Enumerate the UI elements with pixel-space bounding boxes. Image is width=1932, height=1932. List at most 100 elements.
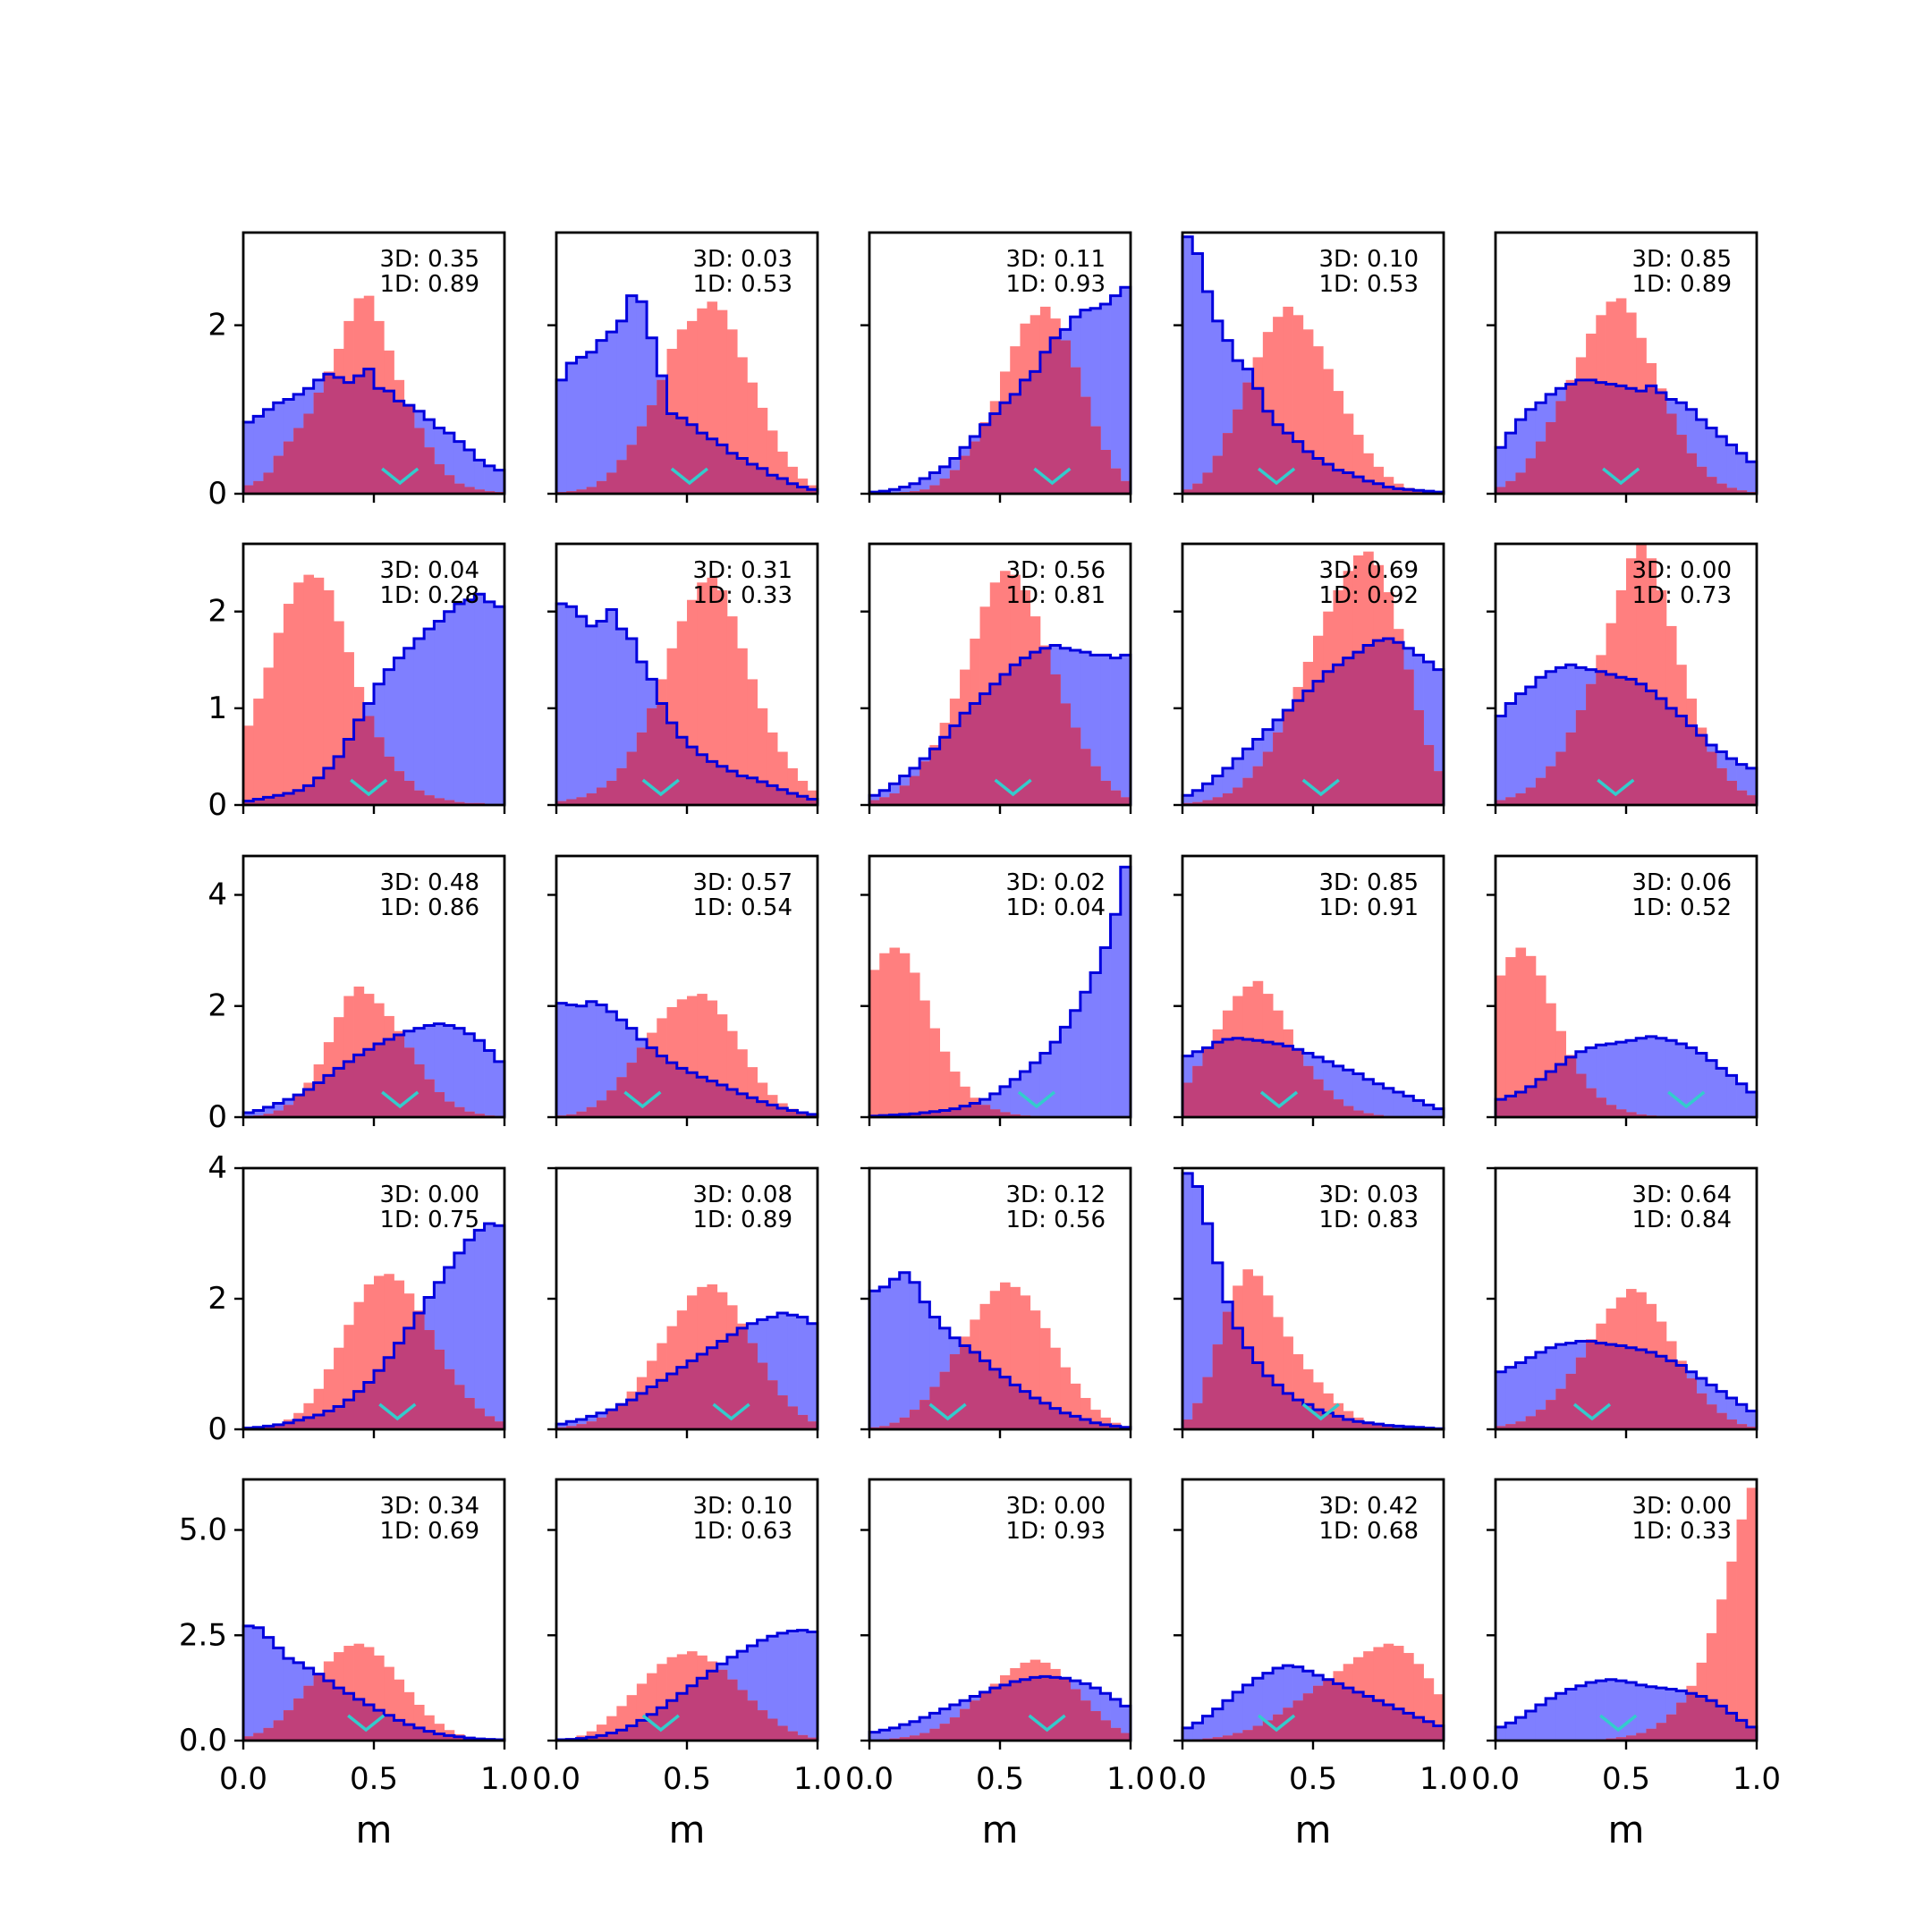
red-bar: [879, 953, 890, 1117]
overlap-bar: [939, 479, 951, 494]
overlap-bar: [283, 441, 294, 494]
overlap-bar: [989, 1688, 1001, 1741]
overlap-bar: [353, 719, 365, 805]
blue-bar: [1656, 1688, 1667, 1741]
score-line: 3D: 0.85: [1319, 869, 1419, 896]
red-bar: [1505, 957, 1516, 1117]
overlap-bar: [403, 405, 415, 494]
overlap-bar: [919, 761, 930, 805]
overlap-bar: [757, 1362, 768, 1429]
overlap-bar: [1525, 1416, 1537, 1429]
blue-bar: [1496, 1371, 1506, 1429]
red-bar: [807, 790, 818, 805]
blue-bar: [1273, 1667, 1284, 1741]
overlap-bar: [576, 1424, 588, 1429]
blue-bar: [1383, 1088, 1394, 1117]
overlap-bar: [343, 382, 354, 494]
blue-bar: [1615, 1681, 1627, 1741]
score-annotation: 3D: 0.03 1D: 0.83: [1319, 1182, 1419, 1233]
overlap-bar: [636, 1047, 648, 1117]
x-tick-label: 1.0: [1419, 1761, 1468, 1797]
overlap-bar: [1030, 371, 1041, 494]
overlap-bar: [1383, 638, 1394, 805]
overlap-bar: [1192, 801, 1203, 805]
blue-bar: [1665, 1040, 1677, 1117]
overlap-bar: [989, 413, 1001, 494]
score-line: 3D: 0.12: [1006, 1182, 1106, 1208]
blue-bar: [1596, 1045, 1606, 1117]
overlap-bar: [797, 1414, 809, 1429]
mean-marker: [994, 778, 1032, 797]
blue-bar: [1192, 790, 1203, 805]
overlap-bar: [1565, 732, 1577, 805]
overlap-bar: [606, 472, 617, 494]
overlap-bar: [1020, 657, 1031, 805]
overlap-bar: [1676, 435, 1687, 494]
overlap-bar: [1686, 1693, 1698, 1741]
red-bar: [737, 1049, 748, 1117]
blue-bar: [1120, 655, 1131, 805]
blue-bar: [929, 1713, 941, 1741]
overlap-bar: [293, 790, 304, 805]
overlap-bar: [1555, 1063, 1567, 1117]
blue-bar: [1505, 703, 1516, 805]
score-annotation: 3D: 0.57 1D: 0.54: [693, 869, 792, 921]
blue-step-line: [868, 865, 1132, 1118]
overlap-bar: [1242, 1730, 1254, 1741]
score-line: 1D: 0.75: [380, 1207, 479, 1233]
red-bar: [374, 1655, 385, 1741]
red-bar: [334, 621, 344, 805]
overlap-bar: [384, 1039, 394, 1117]
overlap-bar: [1202, 1377, 1214, 1429]
mean-marker: [350, 778, 388, 797]
overlap-bar: [1496, 800, 1506, 805]
overlap-bar: [1222, 1039, 1233, 1117]
overlap-bar: [960, 1106, 970, 1117]
overlap-bar: [253, 799, 264, 805]
blue-bar: [626, 638, 638, 805]
red-bar: [1000, 1282, 1011, 1429]
blue-bar: [1202, 784, 1214, 805]
x-axis-label: m: [669, 1808, 706, 1852]
blue-step-line: [242, 368, 506, 494]
overlap-bar: [1050, 1408, 1061, 1429]
overlap-bar: [1050, 337, 1061, 494]
blue-step-line: [242, 1624, 506, 1741]
overlap-bar: [767, 475, 778, 494]
blue-bar: [464, 450, 475, 494]
overlap-bar: [334, 1688, 344, 1741]
overlap-bar: [687, 424, 698, 494]
overlap-bar: [403, 1327, 415, 1429]
blue-bar: [263, 1637, 275, 1741]
blue-bar: [1182, 236, 1193, 494]
overlap-bar: [1010, 1114, 1021, 1117]
blue-bar: [1233, 758, 1243, 805]
red-bar: [777, 751, 788, 805]
overlap-bar: [1292, 1049, 1304, 1117]
blue-bar: [1413, 1100, 1424, 1117]
x-tick-label: 0.0: [532, 1761, 580, 1797]
score-line: 3D: 0.69: [1319, 557, 1419, 584]
overlap-bar: [453, 483, 465, 494]
score-line: 1D: 0.93: [1006, 271, 1106, 298]
overlap-bar: [697, 433, 708, 494]
blue-bar: [1090, 308, 1101, 494]
overlap-bar: [726, 1679, 738, 1741]
overlap-bar: [726, 1089, 738, 1117]
overlap-bar: [1746, 1427, 1758, 1429]
blue-bar: [576, 357, 588, 494]
score-line: 3D: 0.35: [380, 246, 479, 273]
blue-bar: [1546, 1698, 1556, 1741]
score-annotation: 3D: 0.69 1D: 0.92: [1319, 557, 1419, 609]
score-line: 1D: 0.89: [380, 271, 479, 298]
blue-bar: [767, 1317, 778, 1429]
overlap-bar: [747, 1097, 758, 1117]
overlap-bar: [1383, 1704, 1394, 1741]
overlap-bar: [1726, 780, 1737, 805]
x-axis-label: m: [1608, 1808, 1645, 1852]
blue-bar: [384, 669, 394, 805]
overlap-bar: [1515, 793, 1527, 805]
panel-r1c3: 3D: 0.69 1D: 0.92: [1174, 542, 1445, 814]
overlap-bar: [394, 401, 405, 494]
